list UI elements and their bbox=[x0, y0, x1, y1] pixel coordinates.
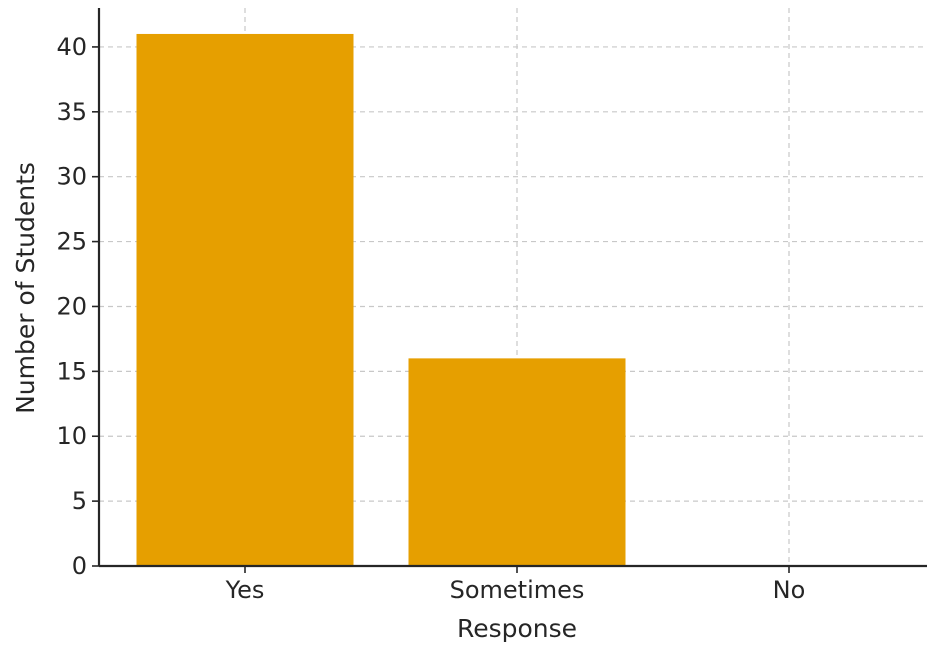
bars bbox=[136, 33, 626, 566]
bar-yes bbox=[136, 33, 354, 566]
y-tick-label: 40 bbox=[56, 33, 87, 61]
bar-sometimes bbox=[408, 358, 626, 566]
y-tick-label: 0 bbox=[72, 552, 87, 580]
x-tick-label: Yes bbox=[225, 576, 265, 604]
y-tick-label: 15 bbox=[56, 357, 87, 385]
x-axis-label: Response bbox=[457, 614, 577, 643]
y-tick-label: 30 bbox=[56, 163, 87, 191]
y-axis-label: Number of Students bbox=[11, 162, 40, 414]
axes bbox=[92, 8, 927, 573]
y-tick-label: 25 bbox=[56, 228, 87, 256]
y-tick-label: 35 bbox=[56, 98, 87, 126]
x-tick-label: No bbox=[773, 576, 806, 604]
y-tick-label: 10 bbox=[56, 422, 87, 450]
x-tick-label: Sometimes bbox=[450, 576, 585, 604]
y-tick-label: 20 bbox=[56, 292, 87, 320]
tick-labels: 0 5 10 15 20 25 30 35 40 Yes Sometimes No bbox=[56, 33, 805, 604]
y-tick-label: 5 bbox=[72, 487, 87, 515]
